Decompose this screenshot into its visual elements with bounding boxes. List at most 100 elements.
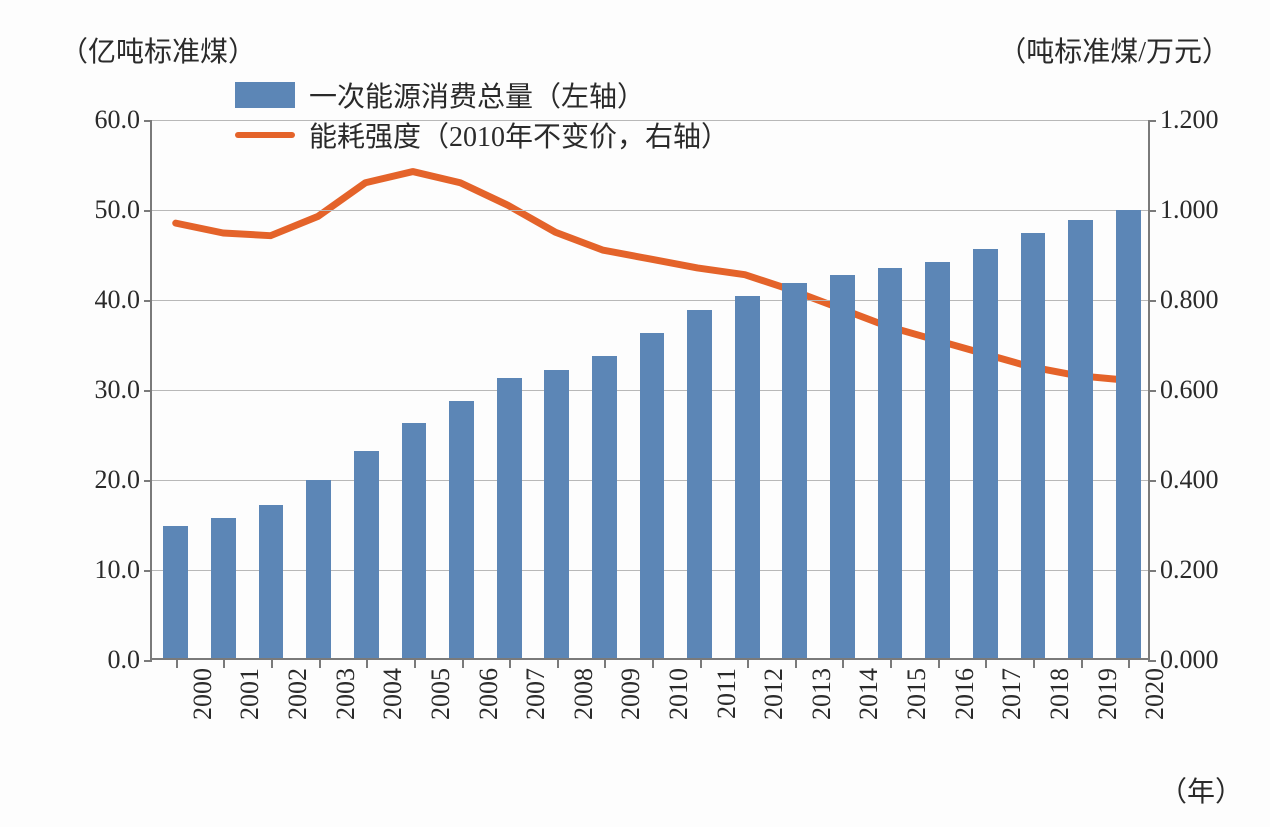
xtick-mark [1128, 660, 1130, 668]
bar [544, 370, 569, 658]
xtick-mark [652, 660, 654, 668]
ytick-mark-left [144, 120, 152, 122]
xtick-label: 2005 [426, 668, 456, 720]
xtick-label: 2013 [807, 668, 837, 720]
bar [1116, 210, 1141, 658]
bar [259, 505, 284, 658]
xtick-mark [1033, 660, 1035, 668]
ytick-left-label: 0.0 [60, 645, 140, 675]
ytick-mark-right [1148, 480, 1156, 482]
xtick-label: 2010 [664, 668, 694, 720]
xtick-label: 2008 [569, 668, 599, 720]
xtick-mark [509, 660, 511, 668]
xtick-mark [985, 660, 987, 668]
bar [735, 296, 760, 658]
ytick-right-label: 0.600 [1160, 375, 1250, 405]
xtick-mark [604, 660, 606, 668]
xtick-mark [842, 660, 844, 668]
xtick-label: 2001 [235, 668, 265, 720]
ytick-right-label: 0.400 [1160, 465, 1250, 495]
xtick-mark [271, 660, 273, 668]
bar [497, 378, 522, 658]
bar [211, 518, 236, 658]
xtick-label: 2009 [616, 668, 646, 720]
xtick-mark [462, 660, 464, 668]
energy-chart: （亿吨标准煤） （吨标准煤/万元） 一次能源消费总量（左轴） 能耗强度（2010… [40, 20, 1240, 810]
bar [1068, 220, 1093, 658]
ytick-left-label: 10.0 [60, 555, 140, 585]
xtick-label: 2000 [188, 668, 218, 720]
ytick-mark-right [1148, 390, 1156, 392]
ytick-left-label: 40.0 [60, 285, 140, 315]
bar [163, 526, 188, 658]
ytick-left-label: 20.0 [60, 465, 140, 495]
bar [354, 451, 379, 658]
ytick-right-label: 0.800 [1160, 285, 1250, 315]
bar [973, 249, 998, 659]
xtick-mark [795, 660, 797, 668]
xtick-label: 2007 [521, 668, 551, 720]
legend-bar-swatch [235, 82, 295, 108]
bar [640, 333, 665, 658]
ytick-right-label: 1.200 [1160, 105, 1250, 135]
xtick-label: 2002 [283, 668, 313, 720]
bar [402, 423, 427, 658]
ytick-mark-right [1148, 120, 1156, 122]
xtick-label: 2014 [854, 668, 884, 720]
xtick-label: 2019 [1093, 668, 1123, 720]
xtick-label: 2018 [1045, 668, 1075, 720]
bar [878, 268, 903, 658]
xtick-label: 2016 [950, 668, 980, 720]
xtick-label: 2015 [902, 668, 932, 720]
bar [592, 356, 617, 658]
bar [925, 262, 950, 658]
xtick-mark [319, 660, 321, 668]
ytick-mark-left [144, 570, 152, 572]
ytick-right-label: 1.000 [1160, 195, 1250, 225]
gridline [152, 120, 1148, 121]
ytick-mark-left [144, 390, 152, 392]
right-axis-title: （吨标准煤/万元） [998, 30, 1230, 70]
ytick-right-label: 0.000 [1160, 645, 1250, 675]
gridline [152, 300, 1148, 301]
legend-bar-label: 一次能源消费总量（左轴） [309, 75, 645, 115]
ytick-mark-right [1148, 660, 1156, 662]
bar [830, 275, 855, 658]
xtick-mark [1081, 660, 1083, 668]
bar [306, 480, 331, 658]
xtick-label: 2004 [378, 668, 408, 720]
ytick-left-label: 30.0 [60, 375, 140, 405]
xtick-mark [890, 660, 892, 668]
ytick-left-label: 60.0 [60, 105, 140, 135]
xtick-mark [366, 660, 368, 668]
xtick-mark [700, 660, 702, 668]
xtick-mark [747, 660, 749, 668]
bar [782, 283, 807, 658]
xtick-mark [557, 660, 559, 668]
ytick-mark-left [144, 210, 152, 212]
legend-item-bar: 一次能源消费总量（左轴） [235, 75, 729, 115]
ytick-mark-left [144, 480, 152, 482]
gridline [152, 210, 1148, 211]
xtick-label: 2006 [474, 668, 504, 720]
left-axis-title: （亿吨标准煤） [60, 30, 256, 70]
bar [1021, 233, 1046, 658]
ytick-mark-left [144, 300, 152, 302]
ytick-mark-left [144, 660, 152, 662]
ytick-mark-right [1148, 210, 1156, 212]
x-axis-label: （年） [1159, 770, 1243, 810]
ytick-right-label: 0.200 [1160, 555, 1250, 585]
ytick-mark-right [1148, 300, 1156, 302]
bar [449, 401, 474, 658]
xtick-mark [938, 660, 940, 668]
xtick-mark [223, 660, 225, 668]
xtick-label: 2003 [331, 668, 361, 720]
xtick-label: 2020 [1140, 668, 1170, 720]
xtick-mark [414, 660, 416, 668]
bar [687, 310, 712, 658]
xtick-label: 2012 [759, 668, 789, 720]
xtick-label: 2011 [712, 668, 742, 719]
xtick-label: 2017 [997, 668, 1027, 720]
plot-area: （年） 0.00.00010.00.20020.00.40030.00.6004… [150, 120, 1150, 660]
ytick-mark-right [1148, 570, 1156, 572]
